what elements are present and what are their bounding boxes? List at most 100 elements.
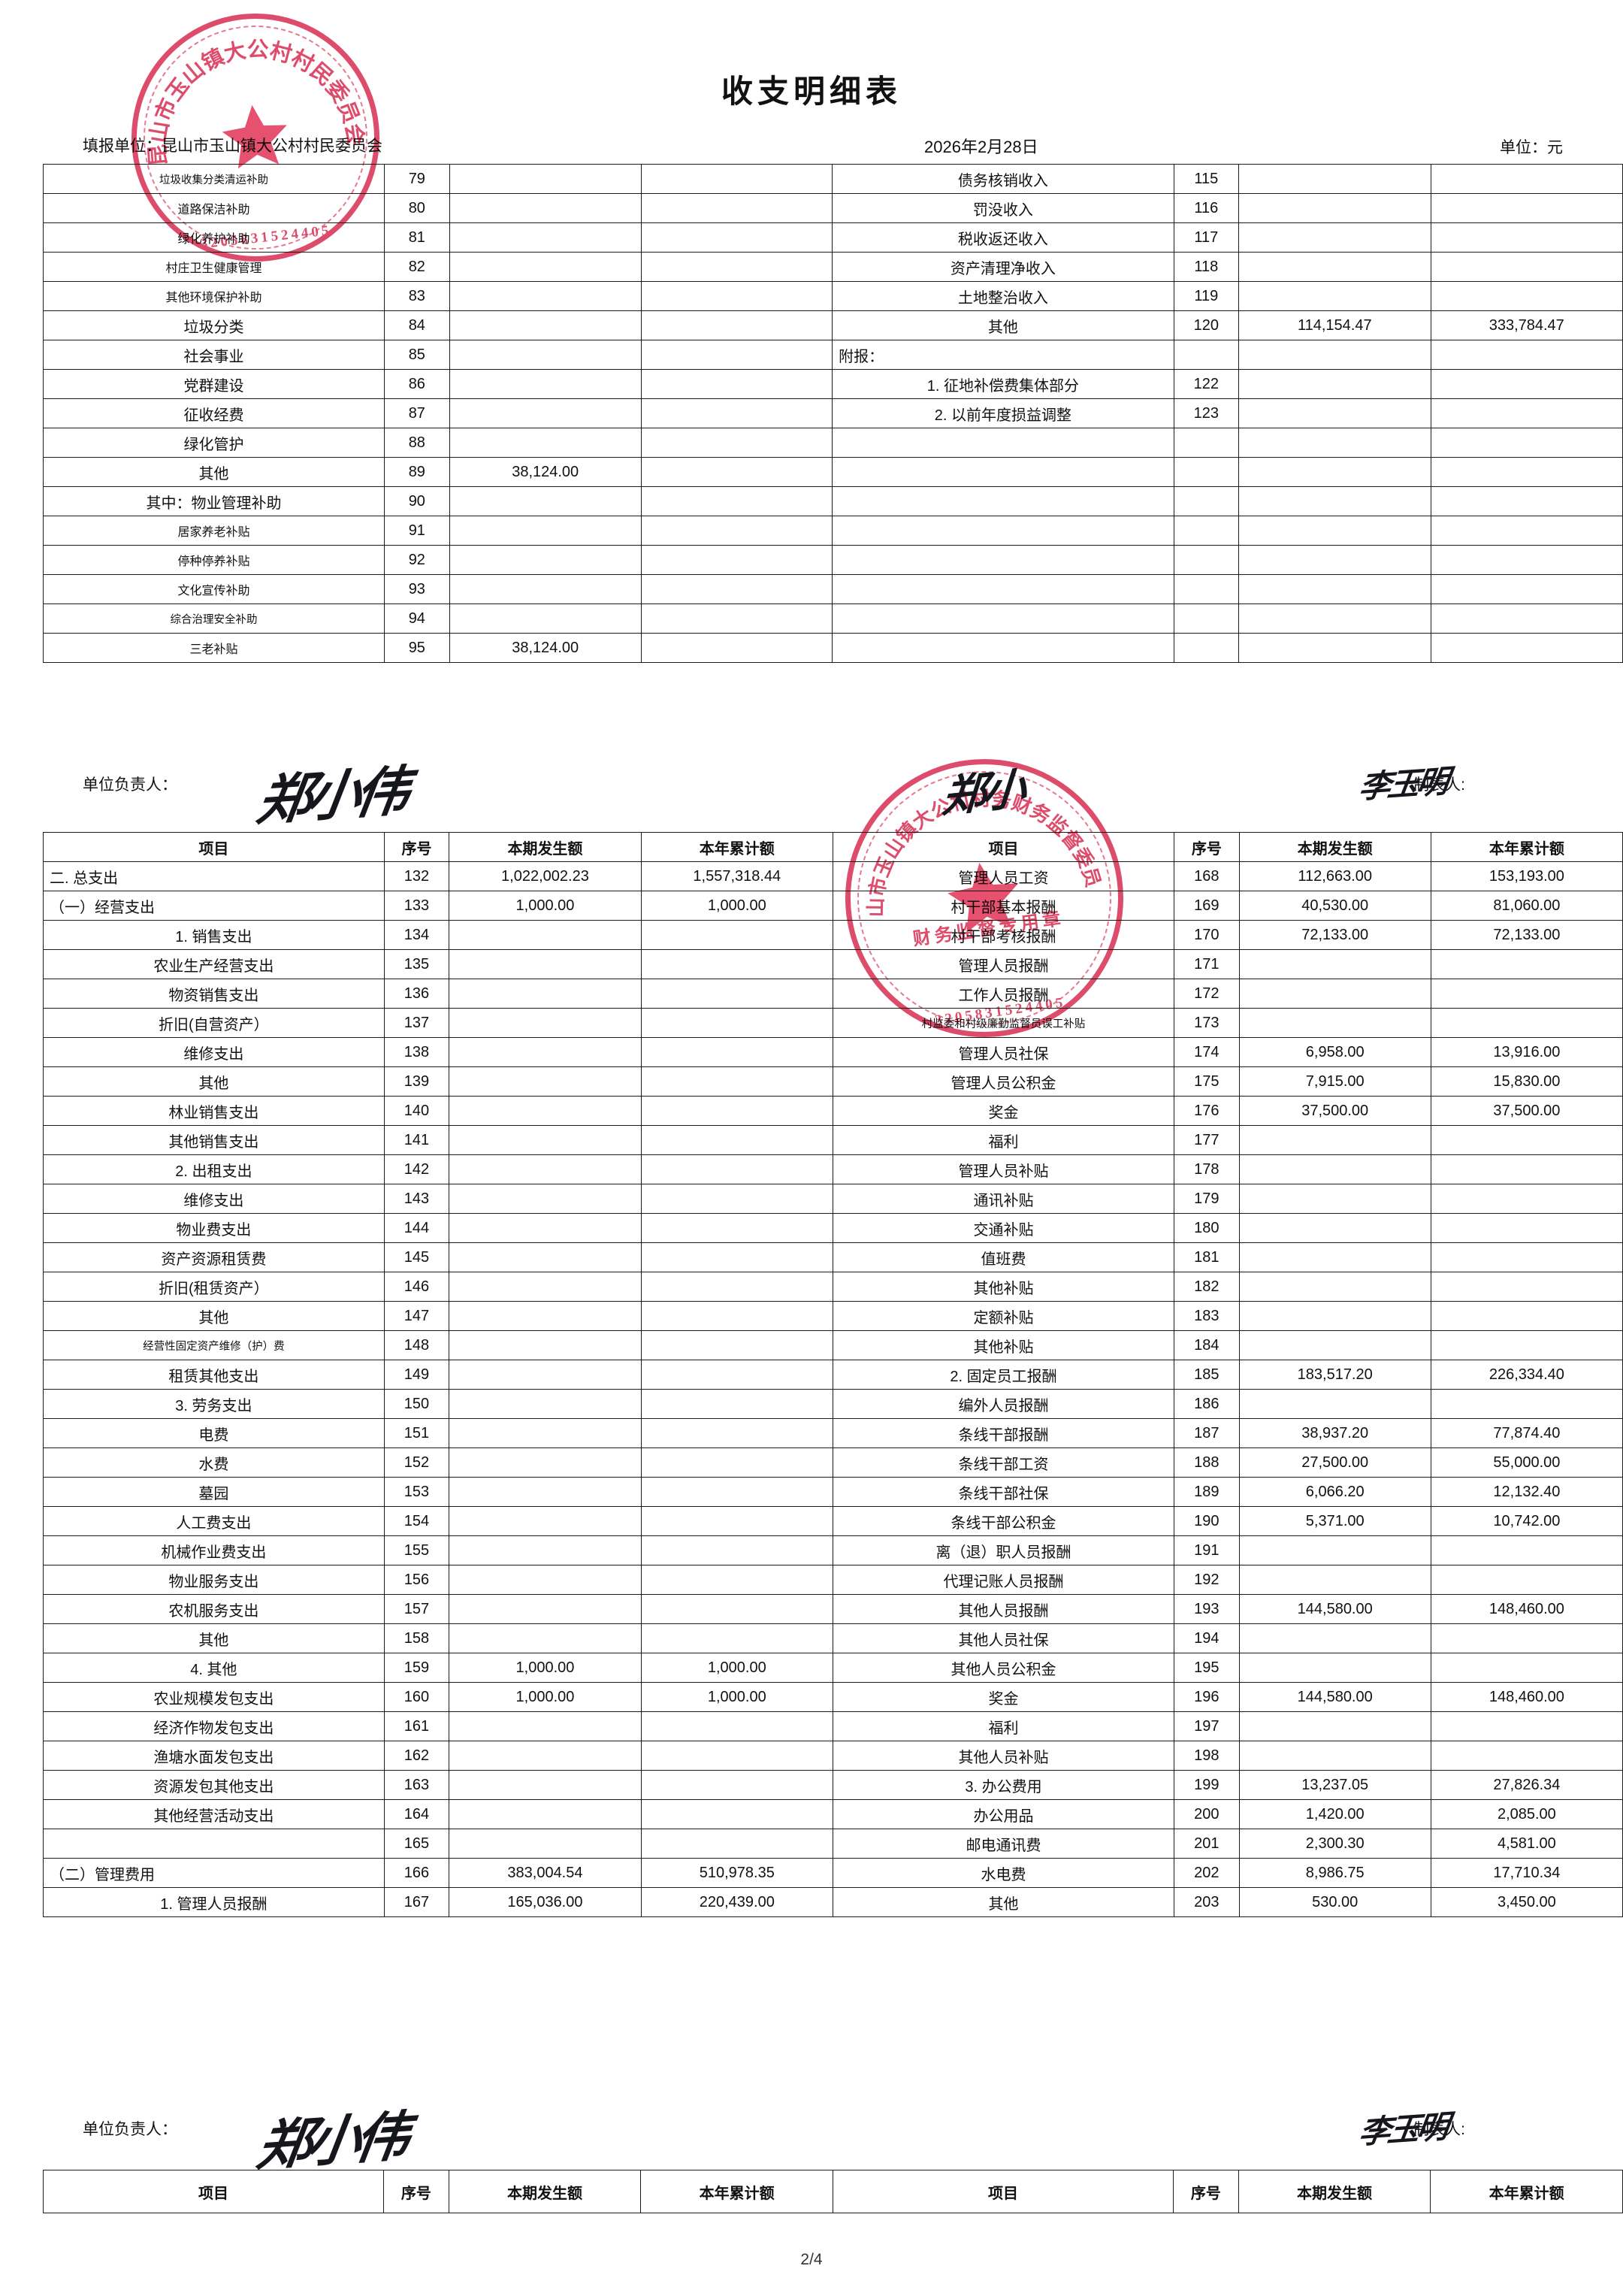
row-item-label: 罚没收入 [832,193,1174,223]
row-item-label: 人工费支出 [43,1506,385,1536]
row-item-label: 墓园 [43,1477,385,1507]
row-item-label: 折旧(自营资产） [43,1008,385,1038]
meta-row: 填报单位：昆山市玉山镇大公村村民委员会 [83,134,1567,156]
table3-body: 项目 序号 本期发生额 本年累计额 项目 序号 本期发生额 本年累计额 [42,2170,1623,2213]
row-period-amount [1238,281,1431,311]
row-sequence-number: 133 [383,891,450,921]
row-period-amount: 1,000.00 [449,891,642,921]
row-sequence-number: 198 [1174,1741,1240,1771]
row-item-label: 条线干部社保 [832,1477,1175,1507]
row-sequence-number: 119 [1173,281,1240,311]
row-ytd-amount [640,545,833,575]
row-sequence-number: 88 [384,428,450,458]
column-header-period: 本期发生额 [1238,2170,1431,2213]
row-period-amount [449,545,642,575]
row-item-label: 4. 其他 [43,1653,385,1683]
row-item-label: 其他补贴 [832,1272,1175,1302]
table-row: 农业生产经营支出 135 管理人员报酬 171 [43,949,1623,979]
row-period-amount [449,1066,642,1097]
row-ytd-amount [1430,164,1623,194]
row-item-label: 通讯补贴 [832,1184,1175,1214]
row-item-label: 道路保洁补助 [42,193,385,223]
row-item-label: 定额补贴 [832,1301,1175,1331]
row-ytd-amount [1430,340,1623,370]
row-item-label: 管理人员公积金 [832,1066,1175,1097]
row-ytd-amount [640,222,833,253]
row-item-label: 管理人员工资 [832,861,1175,891]
row-sequence-number: 134 [383,920,450,950]
row-item-label: 其中：物业管理补助 [42,486,385,516]
row-period-amount [449,1535,642,1565]
table-expenditure: 项目 序号 本期发生额 本年累计额 项目 序号 本期发生额 本年累计额 二. 总支出 132 1,0… [43,832,1623,1917]
row-item-label: 水费 [43,1447,385,1478]
row-sequence-number: 195 [1174,1653,1240,1683]
row-sequence-number [1173,603,1240,634]
row-period-amount [449,979,642,1009]
table-row: 其他 89 38,124.00 [42,457,1623,487]
row-period-amount [449,1770,642,1800]
table-row: 3. 劳务支出 150 编外人员报酬 186 [43,1389,1623,1419]
row-item-label: 农机服务支出 [43,1594,385,1624]
row-sequence-number: 149 [383,1360,450,1390]
row-sequence-number: 87 [384,398,450,428]
row-period-amount [449,1125,642,1155]
row-ytd-amount [640,164,833,194]
unit-head-signature-label-1: 单位负责人： [83,776,177,794]
row-period-amount [1238,949,1431,979]
row-item-label: 2. 固定员工报酬 [832,1360,1175,1390]
row-ytd-amount [1430,428,1623,458]
row-item-label: 折旧(租赁资产） [43,1272,385,1302]
row-period-amount: 27,500.00 [1238,1447,1431,1478]
row-period-amount: 5,371.00 [1238,1506,1431,1536]
row-item-label [832,545,1174,575]
column-header-ytd: 本年累计额 [1430,2170,1623,2213]
row-sequence-number: 117 [1173,222,1240,253]
preparer-signature-label-1: 制表人: [1413,776,1465,794]
row-period-amount [449,1623,642,1653]
row-item-label: 债务核销收入 [832,164,1174,194]
row-item-label: 渔塘水面发包支出 [43,1741,385,1771]
table-row: 机械作业费支出 155 离（退）职人员报酬 191 [43,1535,1623,1565]
row-ytd-amount [640,1594,833,1624]
row-sequence-number: 85 [384,340,450,370]
reporting-unit: 填报单位：昆山市玉山镇大公村村民委员会 [83,134,382,156]
row-item-label: 离（退）职人员报酬 [832,1535,1175,1565]
row-ytd-amount: 2,085.00 [1430,1799,1623,1829]
row-ytd-amount [1430,979,1623,1009]
row-item-label: 综合治理安全补助 [42,603,385,634]
table-row: 165 邮电通讯费 201 2,300.30 4,581.00 [43,1829,1623,1859]
row-ytd-amount [640,1535,833,1565]
row-sequence-number: 172 [1174,979,1240,1009]
table-row: 4. 其他 159 1,000.00 1,000.00 其他人员公积金 195 [43,1653,1623,1683]
row-period-amount [1238,369,1431,399]
row-period-amount [1238,545,1431,575]
row-ytd-amount [640,1799,833,1829]
column-header-item: 项目 [832,2170,1174,2213]
table-row: 墓园 153 条线干部社保 189 6,066.20 12,132.40 [43,1477,1623,1507]
row-period-amount [449,1008,642,1038]
row-ytd-amount [1430,574,1623,604]
row-sequence-number: 196 [1174,1682,1240,1712]
table-row: 林业销售支出 140 奖金 176 37,500.00 37,500.00 [43,1096,1623,1126]
row-item-label: 其他 [42,457,385,487]
row-ytd-amount [640,1623,833,1653]
column-header-no: 序号 [383,2170,449,2213]
column-header-item: 项目 [43,832,385,862]
row-item-label: 资产清理净收入 [832,252,1174,282]
row-ytd-amount [640,398,833,428]
row-item-label: 其他销售支出 [43,1125,385,1155]
row-ytd-amount [1430,457,1623,487]
row-item-label: 条线干部公积金 [832,1506,1175,1536]
row-period-amount [449,603,642,634]
row-sequence-number: 184 [1174,1330,1240,1360]
row-ytd-amount [1430,1213,1623,1243]
row-ytd-amount: 148,460.00 [1430,1682,1623,1712]
row-period-amount: 7,915.00 [1238,1066,1431,1097]
row-period-amount [449,516,642,546]
row-ytd-amount [1430,1389,1623,1419]
row-ytd-amount [1430,1330,1623,1360]
row-sequence-number: 181 [1174,1242,1240,1272]
row-sequence-number: 95 [384,633,450,663]
row-period-amount [1238,486,1431,516]
row-item-label: 税收返还收入 [832,222,1174,253]
